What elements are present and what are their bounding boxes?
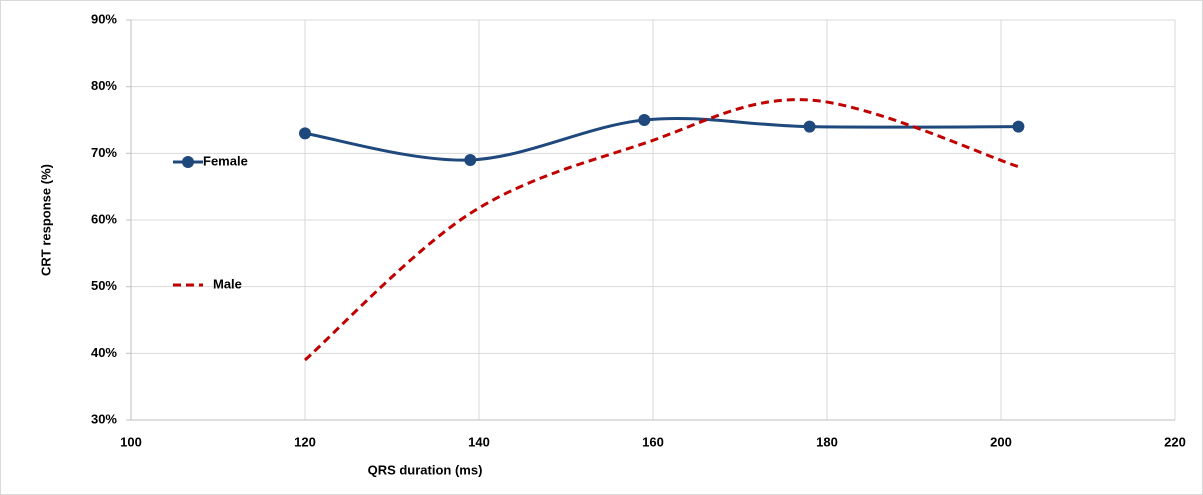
y-tick-label: 50%: [91, 278, 117, 293]
data-point: [638, 114, 651, 126]
data-point: [1012, 120, 1025, 133]
legend-marker: [182, 156, 194, 168]
data-point: [299, 127, 311, 140]
x-tick-label: 140: [468, 434, 490, 449]
y-tick-label: 60%: [91, 211, 117, 226]
x-tick-label: 160: [642, 434, 664, 449]
data-point: [803, 120, 816, 133]
x-tick-label: 100: [120, 434, 142, 449]
y-tick-label: 70%: [91, 145, 117, 160]
legend-label: Male: [213, 276, 242, 291]
y-tick-label: 80%: [91, 78, 117, 93]
y-tick-label: 30%: [91, 411, 117, 426]
y-tick-label: 40%: [91, 345, 117, 360]
x-tick-label: 200: [990, 434, 1012, 449]
data-point: [464, 154, 477, 166]
series-line: [304, 98, 1019, 362]
x-axis-label: QRS duration (ms): [368, 462, 483, 477]
y-axis-label: CRT response (%): [38, 164, 53, 276]
y-tick-label: 90%: [91, 11, 117, 26]
x-tick-label: 120: [294, 434, 316, 449]
legend-label: Female: [203, 153, 248, 168]
x-tick-label: 180: [816, 434, 838, 449]
x-tick-label: 220: [1164, 434, 1186, 449]
